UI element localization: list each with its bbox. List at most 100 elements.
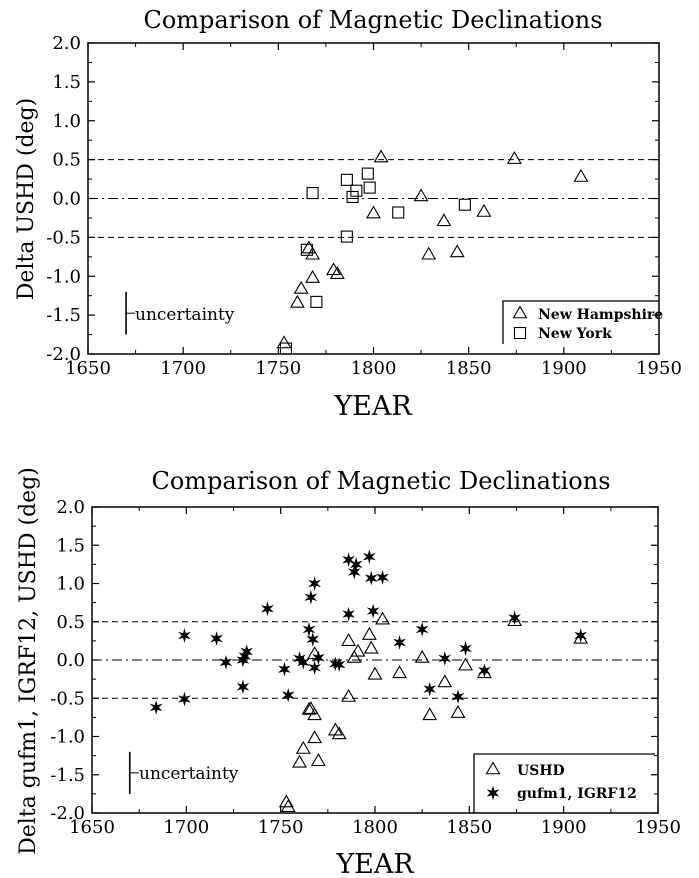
chart-top-y-tick-label: -0.5: [46, 227, 81, 248]
chart-top-legend-label-1: New Hampshire: [538, 307, 663, 323]
chart-bottom-point-b: [342, 606, 355, 622]
chart-bottom-point-a: [414, 649, 430, 663]
chart-bottom-point-b: [308, 660, 321, 675]
chart-top-x-tick-label: 1950: [636, 358, 682, 379]
chart-top-point-a: [305, 269, 321, 283]
chart-top-point-b: [361, 167, 374, 180]
chart-bottom-uncertainty: uncertainty: [128, 751, 239, 794]
chart-top-x-tick-label: 1900: [541, 358, 587, 379]
chart-bottom-point-b: [149, 700, 163, 715]
chart-top-x-tick-label: 1850: [446, 358, 492, 379]
chart-bottom-y-tick-label: -2.0: [50, 803, 85, 824]
chart-top-point-a: [421, 246, 437, 260]
chart-top-point-b: [310, 295, 323, 308]
chart-bottom-reference-lines: [92, 621, 658, 699]
chart-bottom-point-a: [278, 794, 294, 808]
chart-bottom-point-a: [307, 730, 323, 744]
chart-top-title: Comparison of Magnetic Declinations: [143, 6, 602, 34]
chart-bottom-y-axis-title: Delta gufm1, IGRF12, USHD (deg): [16, 467, 41, 855]
chart-top-y-axis-title: Delta USHD (deg): [14, 98, 39, 300]
chart-top-point-a: [449, 244, 465, 258]
chart-bottom-point-b: [508, 610, 521, 626]
chart-bottom-y-tick-label: 1.0: [56, 574, 85, 595]
chart-bottom-point-b: [236, 652, 250, 668]
chart-bottom-point-a: [303, 701, 319, 715]
chart-top-point-b: [340, 230, 353, 243]
chart-bottom-point-b: [478, 663, 491, 679]
chart-bottom-point-b: [304, 589, 318, 605]
chart-bottom-point-b: [178, 691, 191, 707]
chart-bottom-point-b: [366, 603, 380, 619]
chart-bottom-tick-labels: 1650 1700 1750 1800 1850 1900 1950 2.0 1.5 1.0 0.5…: [50, 497, 681, 838]
chart-top-uncertainty-label: uncertainty: [135, 305, 235, 325]
chart-bottom-point-b: [261, 601, 274, 617]
chart-top-legend-marker-1: [512, 305, 528, 319]
chart-top-tick-labels: 1650 1700 1750 1800 1850 1900 1950 2.0 1.5 1.0 0.5…: [46, 33, 682, 379]
chart-top-legend-box: [502, 300, 659, 344]
chart-top-plot: 1650 1700 1750 1800 1850 1900 1950 2.0 1.5 1.0 0.5…: [46, 33, 682, 379]
chart-bottom-point-a: [450, 704, 466, 718]
chart-bottom-point-a: [361, 626, 377, 640]
chart-top-y-tick-label: 0.0: [52, 189, 81, 210]
chart-bottom-point-a: [350, 643, 366, 657]
chart-bottom-point-a: [437, 674, 453, 688]
chart-top-y-tick-label: -1.5: [46, 305, 81, 326]
chart-bottom-point-b: [236, 679, 250, 695]
chart-bottom-point-b: [459, 641, 472, 656]
chart-top-y-tick-label: 0.5: [52, 150, 81, 171]
chart-bottom-legend-box: [473, 753, 655, 813]
chart-bottom-x-axis-title: YEAR: [335, 849, 414, 878]
chart-top-point-a: [276, 335, 292, 349]
chart-top-point-b: [392, 206, 405, 219]
chart-bottom-point-b: [281, 687, 295, 703]
chart-bottom-legend-symbol: [485, 761, 501, 775]
chart-bottom-point-a: [292, 754, 307, 768]
chart-bottom-point-b: [438, 651, 452, 666]
chart-top-legend-marker-2: [513, 326, 527, 340]
chart-top-point-a: [506, 151, 522, 164]
chart-bottom-point-a: [331, 726, 347, 740]
chart-bottom-point-a: [301, 701, 317, 715]
chart-bottom-plot: 1650 1700 1750 1800 1850 1900 1950 2.0 1.5 1.0 0.5…: [50, 497, 681, 838]
chart-bottom-point-b: [574, 628, 588, 643]
chart-bottom-point-b: [362, 549, 376, 565]
chart-bottom-legend-symbol: [486, 785, 500, 801]
chart-bottom-point-b: [342, 552, 355, 568]
chart-top-reference-lines: [88, 159, 659, 238]
chart-top-point-b: [306, 187, 319, 200]
chart-top-point-a: [573, 168, 589, 182]
chart-top-x-tick-label: 1650: [65, 358, 111, 379]
chart-top-y-tick-label: 1.5: [52, 72, 81, 93]
chart-bottom-point-a: [307, 707, 323, 721]
chart-top-point-a: [329, 266, 345, 279]
chart-bottom-y-tick-label: 1.5: [56, 535, 85, 556]
chart-bottom-legend-label-1: USHD: [517, 763, 565, 779]
chart-top-point-b: [300, 243, 313, 256]
chart-bottom-point-b: [423, 681, 437, 697]
chart-bottom-x-tick-label: 1950: [635, 817, 681, 838]
chart-top-point-a: [476, 203, 492, 217]
chart-top-point-b: [363, 181, 376, 194]
chart-top-x-axis-title: YEAR: [333, 391, 412, 422]
chart-top-point-a: [366, 205, 381, 219]
chart-bottom-point-a: [392, 665, 407, 679]
chart-bottom-point-b: [347, 564, 361, 580]
chart-bottom-points: [149, 549, 589, 812]
chart-top-y-tick-label: 2.0: [52, 33, 81, 54]
chart-bottom-point-b: [278, 661, 291, 677]
chart-top-x-tick-label: 1750: [255, 358, 301, 379]
chart-top-point-a: [305, 246, 321, 260]
chart-top-uncertainty: uncertainty: [125, 291, 235, 335]
chart-top-point-a: [293, 280, 309, 294]
chart-top-x-tick-label: 1700: [160, 358, 206, 379]
chart-top-point-a: [373, 149, 389, 163]
chart-top-legend-label-2: New York: [538, 326, 612, 342]
chart-bottom-point-b: [376, 570, 389, 585]
chart-bottom-point-a: [280, 799, 296, 812]
chart-top-y-tick-label: -2.0: [46, 344, 81, 365]
chart-top-point-b: [458, 198, 471, 211]
chart-bottom-point-b: [451, 689, 465, 705]
chart-bottom-point-b: [393, 635, 406, 650]
chart-bottom-legend-marker-1: [485, 761, 501, 775]
chart-bottom-y-tick-label: -0.5: [50, 688, 85, 709]
